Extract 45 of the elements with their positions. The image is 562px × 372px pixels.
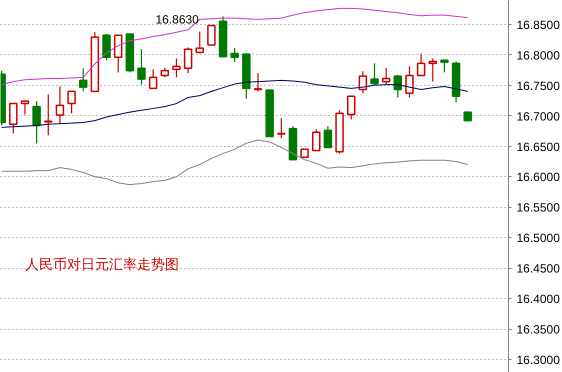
candlestick — [20, 100, 30, 116]
candlestick — [312, 128, 320, 152]
candlestick — [405, 66, 414, 98]
y-tick-label: 16.7500 — [516, 78, 560, 93]
candlestick — [148, 68, 158, 90]
y-tick-label: 16.4000 — [516, 292, 560, 306]
candlestick — [394, 74, 402, 98]
candlestick — [346, 95, 356, 120]
y-tick-label: 16.4500 — [516, 262, 560, 276]
candlestick — [160, 66, 170, 78]
y-tick-label: 16.6000 — [516, 170, 560, 184]
candlestick — [137, 48, 146, 86]
y-tick-label: 16.7000 — [516, 109, 560, 124]
candlestick — [9, 102, 18, 134]
candlestick — [370, 62, 379, 86]
candlestick — [207, 24, 216, 46]
candlestick — [230, 47, 239, 63]
y-tick-label: 16.5000 — [516, 231, 560, 246]
candlestick — [195, 31, 204, 54]
annotation: 16.8630 — [155, 12, 200, 26]
candlestick — [32, 100, 41, 144]
candlestick — [114, 34, 122, 74]
candlestick — [277, 118, 286, 139]
y-tick-label: 16.3000 — [516, 353, 560, 368]
candlestick — [428, 58, 438, 82]
line-series — [1, 8, 468, 86]
candlestick — [67, 90, 76, 114]
candlestick — [416, 52, 426, 76]
candlestick — [102, 33, 111, 61]
candlestick — [172, 58, 181, 78]
text: 人民币对日元汇率走势图 — [24, 256, 179, 272]
y-tick-label: 16.8500 — [516, 18, 560, 32]
y-tick-label: 16.3500 — [516, 322, 560, 337]
y-tick-label: 16.5500 — [516, 200, 560, 215]
candlestick — [44, 94, 53, 136]
candlestick — [358, 70, 368, 94]
candlestick — [382, 68, 390, 86]
candlestick — [56, 86, 64, 125]
candlestick — [78, 68, 88, 92]
candlestick — [254, 72, 262, 92]
y-tick-label: 16.6500 — [516, 140, 560, 154]
candlestick — [184, 46, 192, 74]
candlestick — [324, 126, 332, 148]
candlestick — [440, 60, 449, 74]
y-tick-label: 16.8000 — [516, 48, 560, 62]
